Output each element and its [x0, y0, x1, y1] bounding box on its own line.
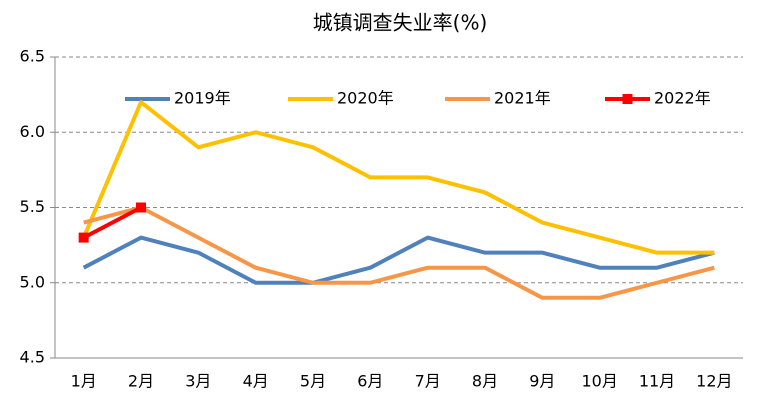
chart-title: 城镇调查失业率(%) — [313, 11, 488, 35]
y-tick-label: 6.0 — [20, 122, 45, 141]
x-tick-label: 8月 — [472, 372, 498, 391]
series-line — [82, 235, 715, 285]
y-tick-label: 5.0 — [20, 272, 45, 291]
x-tick-label: 4月 — [243, 372, 269, 391]
legend-marker — [622, 94, 633, 104]
x-tick-label: 11月 — [639, 372, 675, 391]
x-tick-label: 9月 — [529, 372, 555, 391]
x-tick-label: 10月 — [581, 372, 617, 391]
x-tick-label: 3月 — [185, 372, 211, 391]
x-tick-label: 2月 — [128, 372, 154, 391]
x-tick-label: 1月 — [71, 372, 97, 391]
series-line — [82, 205, 142, 240]
series-line — [83, 205, 715, 300]
y-tick-label: 5.5 — [20, 197, 45, 216]
x-tick-label: 12月 — [696, 372, 732, 391]
point-marker — [78, 232, 89, 243]
point-marker — [136, 202, 146, 213]
x-tick-label: 5月 — [300, 372, 326, 391]
legend-label: 2022年 — [654, 89, 711, 108]
legend-label: 2021年 — [494, 89, 551, 108]
legend-label: 2020年 — [337, 89, 394, 108]
y-tick-label: 4.5 — [20, 348, 45, 367]
y-tick-label: 6.5 — [20, 47, 45, 66]
x-tick-label: 7月 — [415, 372, 441, 391]
series-line — [81, 100, 715, 255]
x-tick-label: 6月 — [357, 372, 383, 391]
legend-label: 2019年 — [174, 89, 231, 108]
